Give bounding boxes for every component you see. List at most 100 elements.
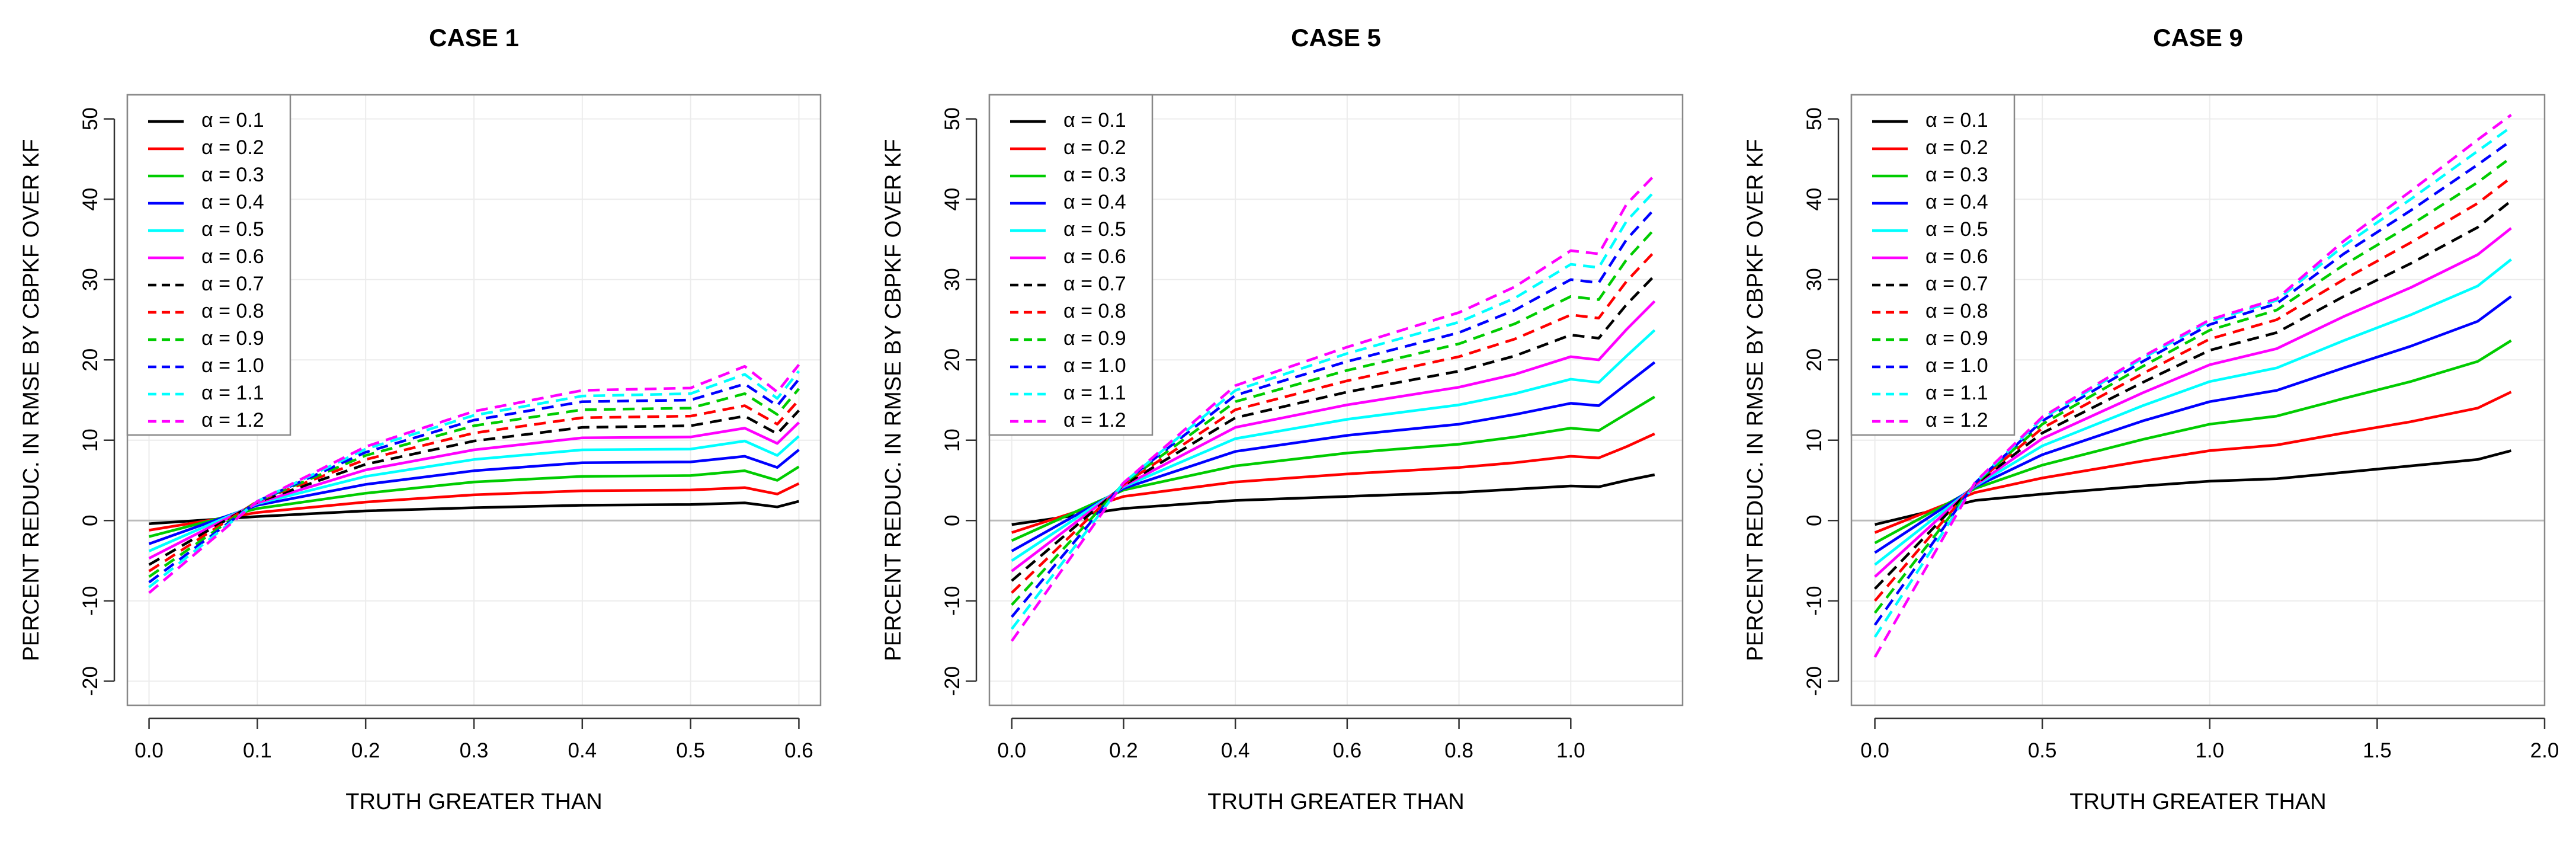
series-line-4	[148, 449, 800, 545]
x-tick-label: 0.0	[1860, 739, 1889, 762]
y-tick-label: 30	[1803, 268, 1826, 291]
series-line-12	[1010, 174, 1656, 642]
x-axis-label: TRUTH GREATER THAN	[345, 789, 603, 814]
legend-label: α = 0.5	[201, 218, 264, 241]
x-tick-label: 0.4	[568, 739, 597, 762]
legend-label: α = 0.6	[201, 245, 264, 268]
panel-1: 0.0 0.1 0.2 0.3 0.4 0.5 0.6 -20 -10 0 10 20 30 40 50 CA…	[19, 24, 822, 814]
series-line-12	[1873, 114, 2512, 658]
y-tick-label: 50	[941, 107, 964, 130]
y-tick-label: 10	[941, 429, 964, 452]
y-tick-label: -20	[79, 666, 102, 696]
legend-label: α = 0.7	[1063, 273, 1126, 295]
x-tick-label: 0.1	[243, 739, 272, 762]
series-line-5	[1874, 258, 2512, 566]
x-tick-label: 0.2	[351, 739, 380, 762]
legend-label: α = 1.2	[1925, 409, 1988, 431]
series-line-8	[148, 399, 800, 573]
y-tick-label: -10	[941, 586, 964, 616]
legend-label: α = 1.0	[201, 354, 264, 377]
chart-title: CASE 5	[1291, 24, 1381, 52]
series-line-7	[1011, 274, 1656, 582]
legend-label: α = 0.6	[1925, 245, 1988, 268]
legend-label: α = 0.2	[1063, 136, 1126, 159]
y-tick-label: 40	[941, 188, 964, 211]
series-line-3	[149, 465, 800, 538]
y-tick-label: 20	[941, 348, 964, 372]
series-line-7	[148, 410, 800, 566]
y-tick-label: 0	[1803, 515, 1826, 526]
series-line-4	[1874, 295, 2512, 554]
legend-label: α = 0.9	[1063, 327, 1126, 350]
x-tick-label: 0.5	[676, 739, 705, 762]
series-line-9	[1873, 156, 2512, 614]
legend-label: α = 0.1	[1063, 109, 1126, 132]
chart-title: CASE 1	[429, 24, 519, 52]
series-group	[1010, 174, 1656, 642]
legend-label: α = 0.4	[1925, 191, 1988, 213]
y-tick-label: 0	[941, 515, 964, 526]
legend-label: α = 0.6	[1063, 245, 1126, 268]
series-line-6	[148, 421, 800, 560]
series-line-5	[1011, 329, 1656, 562]
legend-label: α = 1.2	[1063, 409, 1126, 431]
series-line-2	[1011, 432, 1655, 534]
legend-box	[126, 94, 291, 436]
legend-label: α = 0.5	[1063, 218, 1126, 241]
legend-label: α = 0.3	[1063, 164, 1126, 186]
legend-label: α = 1.0	[1063, 354, 1126, 377]
y-tick-label: -10	[79, 586, 102, 616]
legend-label: α = 0.2	[1925, 136, 1988, 159]
x-tick-label: 0.0	[134, 739, 164, 762]
panel-2: 0.0 0.2 0.4 0.6 0.8 1.0 -20 -10 0 10 20 30 40 50 CASE …	[881, 24, 1684, 814]
x-tick-label: 0.8	[1444, 739, 1473, 762]
legend-label: α = 1.1	[1925, 382, 1988, 404]
y-axis: -20 -10 0 10 20 30 40 50	[941, 107, 978, 696]
series-group	[1873, 114, 2512, 658]
x-tick-label: 0.5	[2028, 739, 2057, 762]
legend: α = 0.1 α = 0.2 α = 0.3 α = 0.4 α = 0.5 α = 0…	[988, 94, 1154, 436]
y-axis: -20 -10 0 10 20 30 40 50	[1803, 107, 1840, 696]
y-tick-label: 20	[1803, 348, 1826, 372]
y-tick-label: 40	[79, 188, 102, 211]
legend-label: α = 0.1	[1925, 109, 1988, 132]
y-tick-label: -20	[941, 666, 964, 696]
y-tick-label: 50	[1803, 107, 1826, 130]
chart-title: CASE 9	[2153, 24, 2243, 52]
legend-box	[988, 94, 1154, 436]
series-line-4	[1011, 361, 1656, 552]
series-line-8	[1873, 176, 2512, 602]
x-tick-label: 0.0	[997, 739, 1026, 762]
series-line-1	[149, 500, 799, 525]
y-tick-label: 0	[79, 515, 102, 526]
legend-box	[1850, 94, 2016, 436]
series-line-3	[1011, 395, 1655, 542]
legend-label: α = 0.7	[1925, 273, 1988, 295]
series-line-10	[1010, 207, 1656, 618]
x-tick-label: 1.0	[1556, 739, 1585, 762]
x-tick-label: 1.5	[2363, 739, 2392, 762]
legend-label: α = 0.4	[1063, 191, 1126, 213]
legend-label: α = 0.9	[201, 327, 264, 350]
y-axis: -20 -10 0 10 20 30 40 50	[79, 107, 116, 696]
legend-label: α = 1.1	[1063, 382, 1126, 404]
y-axis-label: PERCENT REDUC. IN RMSE BY CBPKF OVER KF	[881, 139, 906, 661]
series-line-8	[1011, 250, 1656, 594]
x-axis-label: TRUTH GREATER THAN	[1207, 789, 1465, 814]
x-tick-label: 0.2	[1109, 739, 1138, 762]
x-axis: 0.0 0.2 0.4 0.6 0.8 1.0	[997, 717, 1585, 762]
legend-label: α = 1.2	[201, 409, 264, 431]
legend-label: α = 0.7	[201, 273, 264, 295]
series-line-12	[148, 364, 800, 594]
series-line-5	[148, 435, 800, 552]
legend-label: α = 0.8	[1925, 300, 1988, 322]
legend-label: α = 0.4	[201, 191, 264, 213]
y-tick-label: 40	[1803, 188, 1826, 211]
series-line-2	[1874, 391, 2512, 534]
legend-label: α = 0.1	[201, 109, 264, 132]
legend-label: α = 0.8	[1063, 300, 1126, 322]
y-tick-label: 30	[79, 268, 102, 291]
legend-label: α = 0.9	[1925, 327, 1988, 350]
series-line-11	[1010, 190, 1656, 630]
